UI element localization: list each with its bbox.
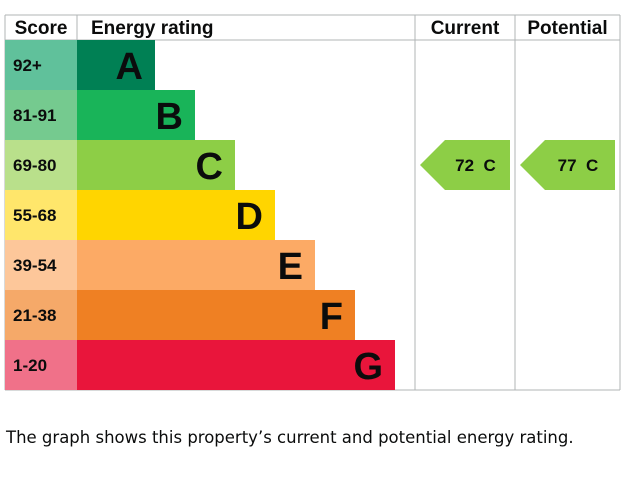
score-cell-d — [5, 190, 77, 240]
rating-bar-g — [77, 340, 395, 390]
rating-bar-e — [77, 240, 315, 290]
rating-bar-d — [77, 190, 275, 240]
rating-letter-b: B — [156, 96, 183, 138]
rating-letter-a: A — [116, 46, 143, 88]
potential-arrow — [520, 140, 615, 190]
score-cell-f — [5, 290, 77, 340]
score-cell-b — [5, 90, 77, 140]
rating-bar-f — [77, 290, 355, 340]
chart-bands: 92+ A 81-91 B 69-80 C 55-68 D 39-54 E 21-38 F 1-20 G — [5, 40, 395, 390]
rating-letter-e: E — [278, 246, 303, 288]
chart-markers: 72 C 77 C — [420, 140, 615, 190]
rating-bar-c — [77, 140, 235, 190]
score-range-g: 1-20 — [13, 356, 47, 375]
header-energy-rating: Energy rating — [91, 18, 213, 39]
current-arrow — [420, 140, 510, 190]
current-rating-label: 72 C — [455, 156, 496, 175]
rating-bar-a — [77, 40, 155, 90]
chart-headers: Score Energy rating Current Potential — [15, 18, 608, 39]
header-score: Score — [15, 18, 68, 39]
energy-rating-chart: 92+ A81-91 B69-80 C55-68 D39-54 E21-38 F1-20 G … — [4, 14, 621, 391]
score-range-b: 81-91 — [13, 106, 56, 125]
score-range-a: 92+ — [13, 56, 42, 75]
score-cell-e — [5, 240, 77, 290]
rating-letter-d: D — [236, 196, 263, 238]
header-potential: Potential — [527, 18, 607, 39]
potential-rating-label: 77 C — [558, 156, 599, 175]
score-range-d: 55-68 — [13, 206, 56, 225]
score-range-c: 69-80 — [13, 156, 56, 175]
rating-letter-f: F — [320, 296, 343, 338]
score-cell-g — [5, 340, 77, 390]
rating-letter-g: G — [353, 346, 383, 388]
rating-letter-c: C — [196, 146, 223, 188]
score-range-e: 39-54 — [13, 256, 57, 275]
score-cell-a — [5, 40, 77, 90]
score-range-f: 21-38 — [13, 306, 56, 325]
rating-bar-b — [77, 90, 195, 140]
header-current: Current — [431, 18, 500, 39]
score-cell-c — [5, 140, 77, 190]
chart-caption: The graph shows this property’s current … — [6, 428, 574, 447]
